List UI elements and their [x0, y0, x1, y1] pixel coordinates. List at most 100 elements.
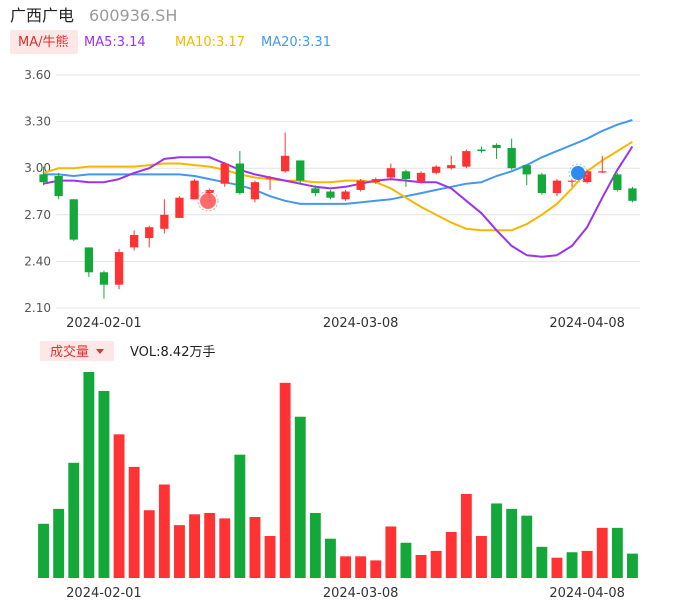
candle-body	[582, 171, 592, 183]
volume-x-tick-label: 2024-04-08	[549, 586, 625, 601]
ma-lines	[43, 119, 634, 258]
candle-body	[114, 252, 124, 285]
volume-bar	[309, 512, 321, 578]
buy-marker-icon[interactable]	[568, 163, 588, 183]
stock-code: 600936.SH	[89, 6, 177, 25]
candle-body	[190, 180, 199, 200]
volume-bar	[521, 515, 533, 578]
price-y-axis: 3.60 3.30 3.00 2.70 2.40 2.10	[24, 68, 51, 315]
candle-body	[522, 165, 531, 175]
candle-body	[220, 163, 229, 184]
volume-bar	[294, 416, 306, 578]
volume-bar	[128, 466, 140, 578]
volume-bar	[264, 535, 276, 578]
volume-bar	[611, 527, 623, 578]
ma-mode-badge[interactable]	[10, 30, 78, 54]
candle-body	[129, 234, 139, 248]
price-y-tick-label: 3.00	[24, 161, 51, 175]
volume-bar	[113, 434, 125, 578]
volume-bar	[143, 510, 155, 578]
volume-value: VOL:8.42万手	[130, 345, 215, 360]
price-x-axis: 2024-02-01 2024-03-08 2024-04-08	[66, 316, 625, 331]
candle-body	[326, 191, 335, 198]
volume-bar	[355, 556, 367, 578]
volume-x-tick-label: 2024-02-01	[66, 586, 142, 601]
candle-body	[537, 174, 547, 194]
volume-bar	[219, 518, 231, 578]
candle-body	[567, 180, 577, 182]
volume-x-axis: 2024-02-01 2024-03-08 2024-04-08	[66, 586, 625, 601]
chevron-down-icon[interactable]	[96, 349, 104, 354]
volume-bar	[596, 527, 608, 578]
candle-body	[175, 197, 184, 218]
candle-body	[54, 175, 63, 197]
candle-body	[160, 214, 169, 229]
volume-bar	[430, 550, 442, 578]
volume-bar	[158, 484, 170, 578]
volume-bar	[627, 553, 638, 578]
candle-body	[507, 148, 516, 169]
volume-bar	[460, 493, 472, 578]
volume-bar	[506, 508, 518, 578]
candle-body	[341, 191, 350, 200]
candle-body	[84, 247, 94, 273]
candle-body	[447, 165, 456, 169]
candle-body	[280, 155, 290, 172]
volume-bar	[445, 531, 457, 578]
volume-bar	[53, 508, 65, 578]
volume-bar	[249, 517, 261, 578]
candle-body	[477, 149, 486, 152]
candle-body	[628, 188, 637, 201]
candle-body	[356, 180, 365, 190]
volume-bar	[68, 462, 80, 578]
volume-bar	[174, 525, 185, 578]
ma-mode-label: MA/牛熊	[18, 34, 69, 50]
ma10-line	[43, 140, 633, 232]
price-y-tick-label: 3.60	[24, 68, 51, 82]
volume-bar	[204, 512, 216, 578]
ma20-legend: MA20:3.31	[261, 35, 331, 50]
ma20-line	[43, 119, 633, 205]
candle-body	[250, 182, 260, 200]
volume-bar	[400, 542, 412, 578]
volume-bar	[566, 552, 578, 578]
candle-body	[235, 163, 245, 194]
sell-marker-icon[interactable]	[197, 190, 219, 212]
candle-body	[416, 172, 426, 183]
volume-bar	[189, 514, 200, 578]
price-x-tick-label: 2024-02-01	[66, 316, 142, 331]
price-y-tick-label: 2.40	[24, 254, 51, 268]
price-x-tick-label: 2024-04-08	[549, 316, 625, 331]
volume-badge[interactable]	[40, 341, 114, 361]
volume-label: 成交量	[50, 344, 89, 360]
candle-body	[386, 168, 396, 178]
ma10-legend: MA10:3.17	[175, 35, 245, 50]
ma5-line	[43, 145, 634, 258]
price-x-tick-label: 2024-03-08	[323, 316, 399, 331]
price-y-tick-label: 2.10	[24, 301, 51, 315]
candle-body	[371, 179, 380, 183]
volume-bar	[98, 390, 110, 578]
candle-body	[145, 227, 154, 239]
volume-x-tick-label: 2024-03-08	[323, 586, 399, 601]
volume-bar	[491, 503, 502, 578]
candle-body	[311, 188, 320, 194]
candle-body	[296, 160, 305, 181]
candle-body	[431, 166, 441, 173]
price-y-tick-label: 3.30	[24, 115, 51, 129]
candle-body	[552, 180, 562, 194]
candle-body	[598, 171, 607, 173]
volume-bar	[581, 550, 593, 578]
volume-bars	[38, 372, 638, 578]
volume-bar	[476, 535, 487, 578]
volume-bar	[234, 454, 246, 578]
candles	[39, 132, 637, 299]
volume-bar	[340, 556, 351, 578]
volume-bar	[83, 372, 95, 578]
candle-body	[99, 272, 109, 285]
volume-bar	[551, 557, 563, 578]
candle-body	[613, 174, 622, 190]
volume-bar	[325, 538, 336, 578]
candle-body	[401, 171, 411, 180]
candle-body	[69, 199, 78, 240]
